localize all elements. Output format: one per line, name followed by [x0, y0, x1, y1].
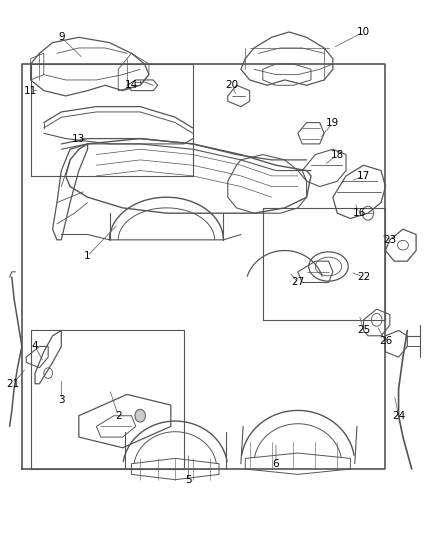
Text: 6: 6: [272, 459, 279, 469]
Text: 19: 19: [326, 118, 339, 127]
Circle shape: [135, 409, 145, 422]
Text: 26: 26: [379, 336, 392, 346]
Text: 22: 22: [357, 272, 370, 282]
Text: 24: 24: [392, 411, 405, 421]
Text: 23: 23: [383, 235, 396, 245]
Text: 17: 17: [357, 171, 370, 181]
Text: 10: 10: [357, 27, 370, 37]
Text: 20: 20: [226, 80, 239, 90]
Text: 18: 18: [331, 150, 344, 159]
Text: 13: 13: [72, 134, 85, 143]
Text: 21: 21: [7, 379, 20, 389]
Text: 27: 27: [291, 278, 304, 287]
Text: 4: 4: [32, 342, 39, 351]
Text: 2: 2: [115, 411, 122, 421]
Text: 25: 25: [357, 326, 370, 335]
Text: 9: 9: [58, 33, 65, 42]
Text: 5: 5: [185, 475, 192, 484]
Text: 16: 16: [353, 208, 366, 218]
Text: 1: 1: [84, 251, 91, 261]
Text: 14: 14: [125, 80, 138, 90]
Text: 11: 11: [24, 86, 37, 95]
Text: 3: 3: [58, 395, 65, 405]
